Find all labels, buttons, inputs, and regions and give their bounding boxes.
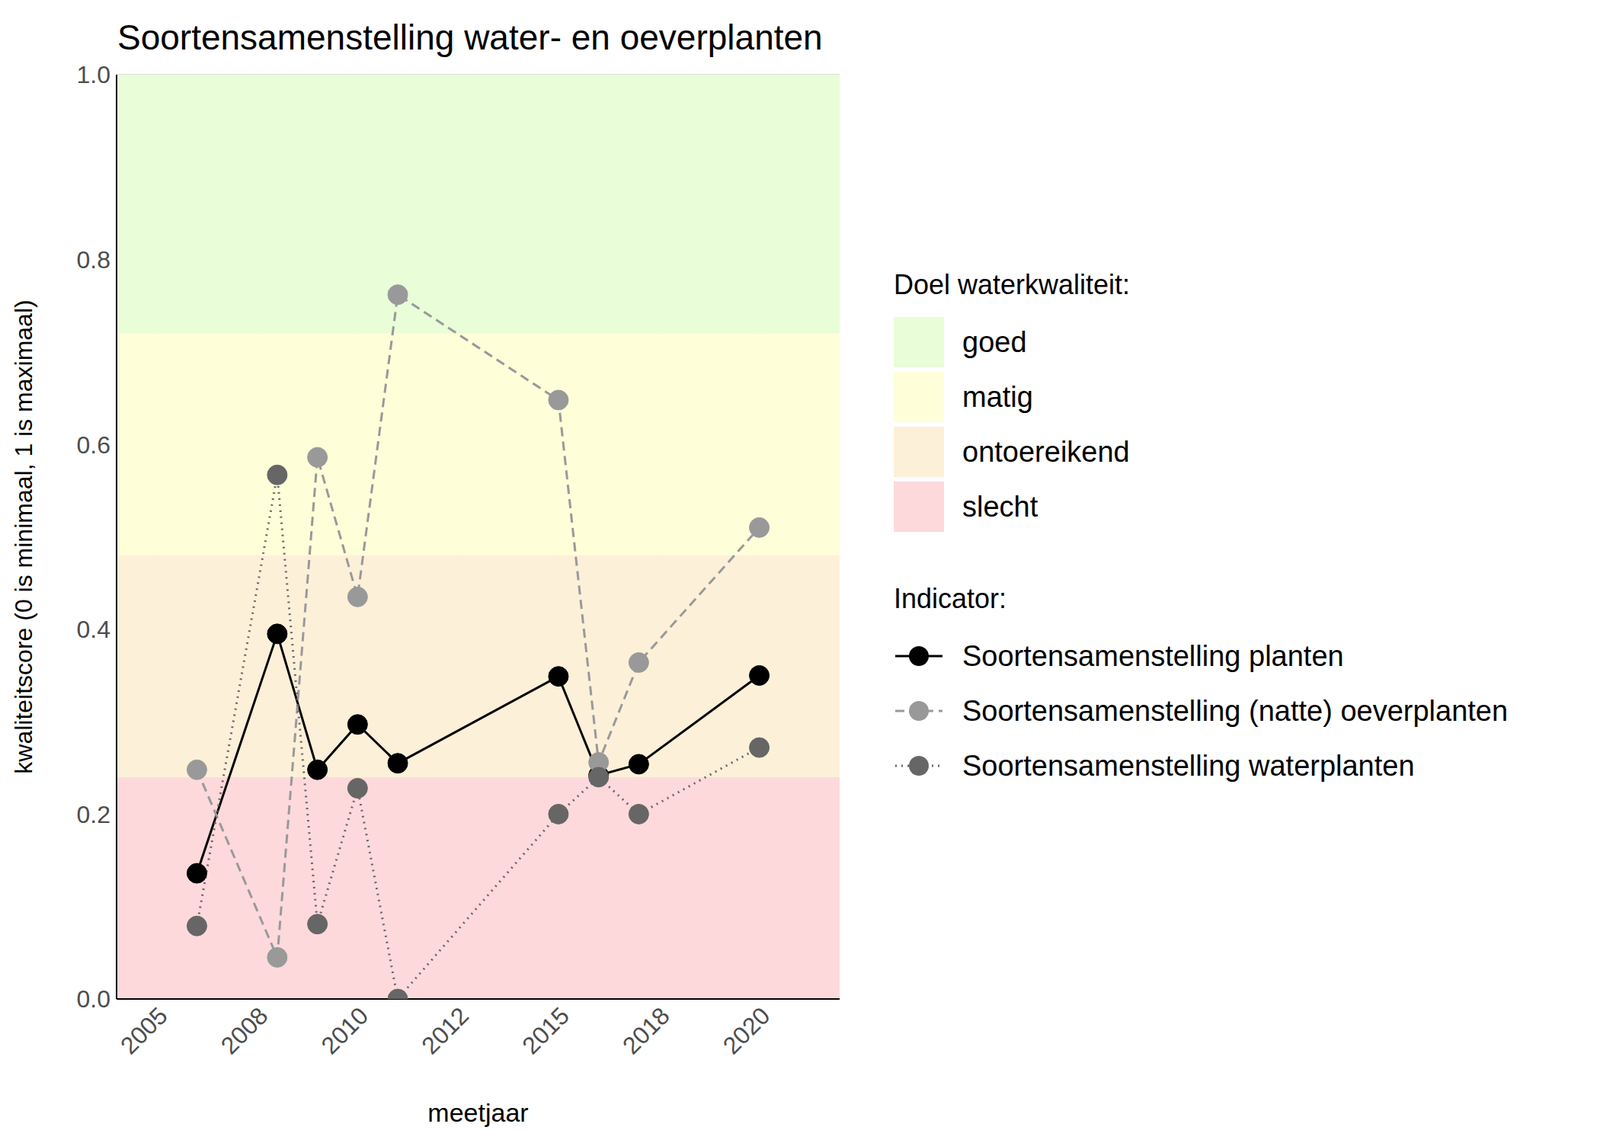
html-text:goed: goed <box>962 325 1027 358</box>
html-text:Indicator:: Indicator: <box>893 582 1007 615</box>
html-text:Soortensamenstelling water- en: Soortensamenstelling water- en oeverplan… <box>117 17 823 58</box>
svg-text:2015: 2015 <box>516 1001 575 1060</box>
html-text:Soortensamenstelling planten: Soortensamenstelling planten <box>962 639 1344 672</box>
html-text:Soortensamenstelling waterplan: Soortensamenstelling waterplanten <box>962 749 1415 782</box>
html-text:matig: matig <box>962 380 1034 413</box>
svg-text:0.6: 0.6 <box>76 431 111 459</box>
svg-text:1.0: 1.0 <box>76 60 111 89</box>
html-text:ontoereikend: ontoereikend <box>962 435 1130 468</box>
svg-text:2008: 2008 <box>215 1001 274 1060</box>
svg-text:0.4: 0.4 <box>76 615 111 644</box>
svg-text:kwaliteitscore (0 is minimaal,: kwaliteitscore (0 is minimaal, 1 is maxi… <box>9 299 38 774</box>
html-text:slecht: slecht <box>962 490 1038 523</box>
svg-text:0.8: 0.8 <box>76 246 111 274</box>
svg-text:2012: 2012 <box>416 1001 474 1060</box>
svg-text:2005: 2005 <box>115 1001 173 1060</box>
svg-text:meetjaar: meetjaar <box>427 1097 528 1127</box>
html-text:Doel waterkwaliteit:: Doel waterkwaliteit: <box>893 268 1130 301</box>
html-text:Soortensamenstelling (natte) o: Soortensamenstelling (natte) oeverplante… <box>962 694 1508 727</box>
svg-text:2018: 2018 <box>617 1001 676 1060</box>
svg-text:2020: 2020 <box>717 1001 776 1060</box>
svg-text:2010: 2010 <box>316 1001 375 1060</box>
svg-text:0.0: 0.0 <box>76 985 111 1013</box>
svg-text:0.2: 0.2 <box>76 800 111 829</box>
